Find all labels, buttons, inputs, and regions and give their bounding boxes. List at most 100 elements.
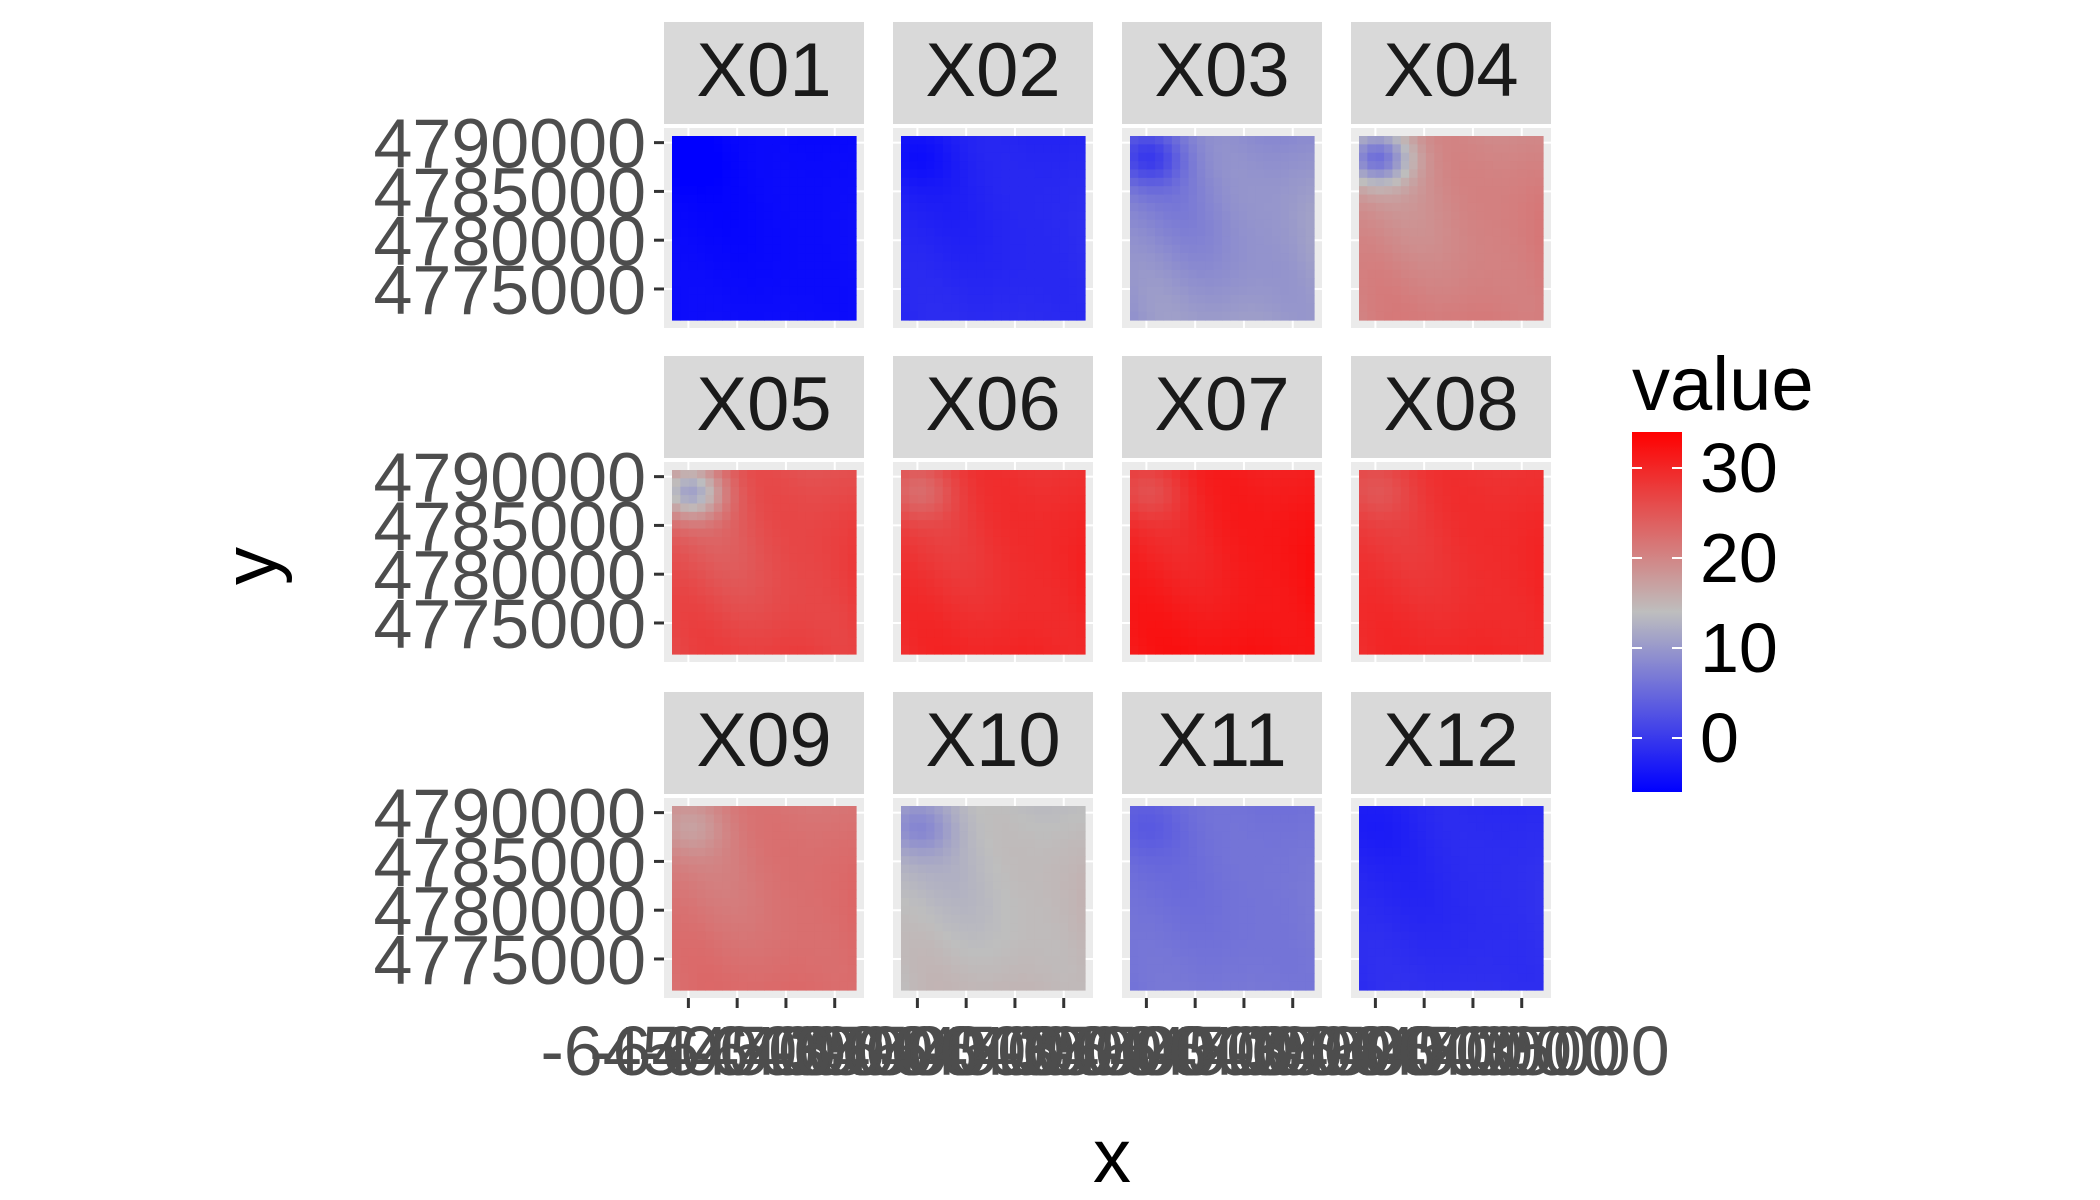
heatmap-tile [993, 511, 1002, 521]
heatmap-tile [1297, 311, 1307, 321]
heatmap-tile [1230, 503, 1240, 513]
heatmap-tile [1163, 152, 1173, 162]
heatmap-tile [1146, 169, 1156, 179]
heatmap-tile [1059, 570, 1069, 580]
heatmap-tile [1467, 562, 1477, 571]
heatmap-tile [926, 889, 936, 899]
heatmap-tile [1442, 194, 1452, 204]
heatmap-tile [1417, 528, 1427, 538]
heatmap-tile [917, 856, 927, 866]
heatmap-tile [1009, 161, 1019, 171]
heatmap-tile [901, 495, 910, 505]
heatmap-tile [1392, 587, 1402, 597]
heatmap-tile [1163, 545, 1173, 555]
heatmap-tile [1001, 536, 1011, 546]
heatmap-tile [1068, 470, 1078, 479]
heatmap-tile [713, 872, 723, 882]
heatmap-tile [1034, 814, 1044, 824]
heatmap-tile [730, 562, 740, 571]
heatmap-tile [1467, 211, 1477, 221]
heatmap-tile [1476, 620, 1486, 630]
heatmap-tile [772, 872, 782, 882]
heatmap-tile [1180, 177, 1190, 187]
heatmap-tile [976, 595, 986, 605]
heatmap-tile [1288, 503, 1298, 513]
heatmap-tile [1001, 486, 1011, 496]
heatmap-tile [967, 186, 977, 196]
heatmap-tile [1034, 286, 1044, 296]
heatmap-tile [1263, 228, 1273, 237]
heatmap-tile [1409, 511, 1419, 521]
heatmap-tile [984, 177, 994, 187]
heatmap-tile [680, 603, 690, 613]
heatmap-tile [1001, 553, 1011, 563]
heatmap-tile [1476, 536, 1486, 546]
heatmap-tile [713, 528, 723, 538]
heatmap-tile [1384, 478, 1394, 488]
heatmap-tile [830, 219, 840, 229]
heatmap-tile [1043, 881, 1053, 891]
heatmap-tile [1026, 186, 1036, 196]
heatmap-tile [1367, 620, 1377, 630]
heatmap-tile [1263, 595, 1273, 605]
heatmap-tiles [1130, 470, 1315, 655]
heatmap-tile [1467, 511, 1477, 521]
heatmap-tile [1213, 202, 1223, 212]
facet-strip [1122, 692, 1322, 794]
heatmap-tile [822, 956, 832, 966]
heatmap-tile [755, 914, 765, 924]
heatmap-tile [1517, 136, 1527, 145]
heatmap-tile [959, 511, 969, 521]
heatmap-tile [942, 595, 952, 605]
heatmap-tile [822, 587, 832, 597]
heatmap-tile [926, 570, 936, 580]
heatmap-tile [814, 628, 824, 638]
heatmap-tile [1180, 186, 1190, 196]
heatmap-tile [909, 806, 919, 815]
heatmap-tile [1076, 948, 1086, 958]
heatmap-tile [1417, 637, 1427, 647]
heatmap-tile [1509, 503, 1519, 513]
heatmap-tile [1026, 144, 1036, 154]
heatmap-tile [926, 931, 936, 941]
heatmap-tile [1272, 520, 1282, 530]
heatmap-tile [1205, 144, 1215, 154]
heatmap-tile [1155, 620, 1165, 630]
heatmap-tile [1238, 570, 1248, 580]
heatmap-tile [1043, 806, 1053, 815]
heatmap-tile [847, 244, 857, 254]
heatmap-tile [1247, 511, 1257, 521]
heatmap-tile [1051, 511, 1061, 521]
heatmap-tile [1400, 562, 1410, 571]
heatmap-tile [934, 144, 944, 154]
heatmap-tile [959, 612, 969, 622]
heatmap-tile [942, 152, 952, 162]
heatmap-tile [755, 973, 765, 983]
heatmap-tile [755, 177, 765, 187]
heatmap-tile [1409, 486, 1419, 496]
heatmap-tile [1451, 545, 1460, 555]
heatmap-tile [1297, 244, 1307, 254]
heatmap-tile [967, 219, 977, 229]
heatmap-tile [780, 562, 790, 571]
heatmap-tile [1501, 278, 1511, 288]
heatmap-tile [1043, 587, 1053, 597]
heatmap-tile [755, 981, 765, 991]
heatmap-tile [1155, 478, 1165, 488]
heatmap-tile [1230, 211, 1240, 221]
heatmap-tile [830, 545, 840, 555]
heatmap-tile [1138, 470, 1148, 479]
heatmap-tile [1018, 144, 1028, 154]
heatmap-tile [1009, 486, 1019, 496]
heatmap-tile [1305, 612, 1315, 622]
heatmap-tile [1492, 603, 1502, 613]
heatmap-tile [1001, 278, 1011, 288]
heatmap-tile [713, 578, 723, 588]
heatmap-tile [942, 603, 952, 613]
heatmap-tile [730, 528, 740, 538]
heatmap-tile [1384, 511, 1394, 521]
heatmap-tile [1043, 511, 1053, 521]
heatmap-tile [780, 956, 790, 966]
heatmap-tile [764, 822, 773, 832]
heatmap-tile [926, 219, 936, 229]
